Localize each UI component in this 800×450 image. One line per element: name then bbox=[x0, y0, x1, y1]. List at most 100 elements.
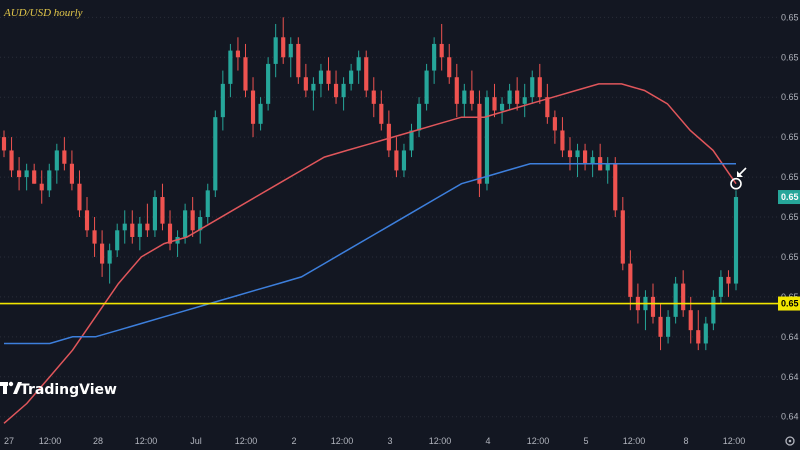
candle-body bbox=[92, 230, 97, 244]
candle-body bbox=[100, 243, 105, 264]
x-axis-ticks: 27 12:00 28 12:00 Jul 12:00 2 12:00 3 12:00 4 12:00… bbox=[4, 436, 745, 446]
candle-body bbox=[477, 103, 482, 184]
candle-body bbox=[394, 150, 399, 171]
candle-body bbox=[167, 223, 173, 244]
candle-body bbox=[190, 210, 195, 231]
candle-body bbox=[69, 163, 74, 184]
candle-body bbox=[250, 90, 256, 124]
tradingview-brand: TradingView bbox=[20, 382, 117, 398]
candle-body bbox=[424, 70, 429, 104]
candle-body bbox=[507, 90, 512, 104]
candle-body bbox=[673, 283, 678, 317]
candle-body bbox=[62, 150, 67, 164]
candle-body bbox=[386, 123, 391, 151]
y-tick-label: 0.65 bbox=[781, 252, 799, 262]
y-tick-label: 0.65 bbox=[781, 12, 799, 22]
x-tick-label: Jul bbox=[190, 436, 202, 446]
candle-body bbox=[145, 223, 150, 231]
candle-body bbox=[24, 170, 29, 178]
y-tick-label: 0.65 bbox=[781, 92, 799, 102]
candle-body bbox=[733, 197, 739, 284]
candlesticks bbox=[1, 17, 739, 351]
candle-body bbox=[32, 170, 37, 184]
candle-body bbox=[658, 316, 663, 337]
candle-body bbox=[47, 170, 52, 191]
candle-body bbox=[228, 50, 233, 84]
candle-body bbox=[620, 210, 625, 264]
candle-body bbox=[17, 170, 22, 178]
candle-body bbox=[537, 77, 542, 98]
candle-body bbox=[371, 90, 376, 104]
candle-body bbox=[567, 150, 573, 158]
x-tick-label: 12:00 bbox=[235, 436, 258, 446]
moving-average-blue bbox=[4, 163, 736, 345]
candle-body bbox=[582, 150, 588, 164]
candle-body bbox=[703, 323, 708, 344]
y-tick-label: 0.65 bbox=[781, 132, 799, 142]
price-axis[interactable] bbox=[778, 0, 800, 450]
candle-body bbox=[432, 43, 437, 71]
candle-body bbox=[492, 97, 497, 111]
x-tick-label: 27 bbox=[4, 436, 14, 446]
candle-body bbox=[530, 77, 535, 98]
moving-average-red bbox=[3, 83, 737, 424]
candle-body bbox=[696, 330, 701, 344]
candle-body bbox=[454, 77, 459, 104]
candle-body bbox=[39, 183, 44, 191]
candle-body bbox=[235, 50, 241, 58]
candle-body bbox=[152, 197, 158, 231]
candle-body bbox=[333, 83, 339, 98]
candle-body bbox=[326, 70, 331, 84]
candle-body bbox=[288, 43, 293, 58]
candle-body bbox=[575, 150, 580, 158]
candle-body bbox=[318, 70, 324, 84]
circle-marker-icon bbox=[730, 177, 742, 190]
candle-body bbox=[137, 223, 142, 237]
current-price-label: 0.65 bbox=[781, 192, 799, 202]
candle-body bbox=[115, 230, 120, 251]
y-tick-label: 0.65 bbox=[781, 172, 799, 182]
candle-body bbox=[484, 97, 490, 184]
settings-gear-icon[interactable] bbox=[785, 436, 795, 446]
candle-body bbox=[54, 150, 59, 171]
candle-body bbox=[605, 163, 610, 171]
candle-body bbox=[258, 103, 263, 124]
candle-body bbox=[711, 296, 716, 324]
candle-body bbox=[183, 210, 188, 237]
candle-body bbox=[522, 97, 527, 104]
candle-body bbox=[266, 63, 271, 104]
candle-body bbox=[666, 316, 671, 337]
candle-body bbox=[590, 157, 595, 164]
candle-body bbox=[296, 43, 301, 78]
support-price-label: 0.65 bbox=[781, 299, 799, 309]
candle-body bbox=[84, 210, 90, 231]
candle-body bbox=[416, 103, 422, 131]
candle-body bbox=[349, 70, 354, 84]
x-tick-label: 12:00 bbox=[331, 436, 354, 446]
y-tick-label: 0.65 bbox=[781, 52, 799, 62]
candle-body bbox=[499, 103, 505, 111]
candle-body bbox=[341, 83, 346, 98]
candle-body bbox=[650, 296, 656, 317]
candle-body bbox=[130, 223, 135, 237]
candle-body bbox=[213, 117, 218, 191]
candle-body bbox=[303, 77, 308, 91]
candle-body bbox=[122, 223, 127, 231]
candle-body bbox=[273, 37, 278, 64]
candle-body bbox=[409, 130, 414, 151]
candle-body bbox=[220, 83, 225, 118]
candle-body bbox=[469, 90, 474, 104]
candle-body bbox=[726, 276, 731, 284]
candle-body bbox=[688, 310, 693, 331]
candle-body bbox=[515, 90, 520, 104]
candle-body bbox=[439, 43, 444, 58]
time-axis[interactable] bbox=[0, 430, 778, 450]
annotation-arrow-icon bbox=[737, 167, 747, 177]
y-tick-label: 0.65 bbox=[781, 212, 799, 222]
candle-body bbox=[9, 150, 14, 171]
candle-body bbox=[560, 130, 565, 151]
candle-body bbox=[198, 217, 203, 231]
x-tick-label: 12:00 bbox=[623, 436, 646, 446]
x-tick-label: 12:00 bbox=[527, 436, 550, 446]
candle-body bbox=[401, 150, 407, 171]
